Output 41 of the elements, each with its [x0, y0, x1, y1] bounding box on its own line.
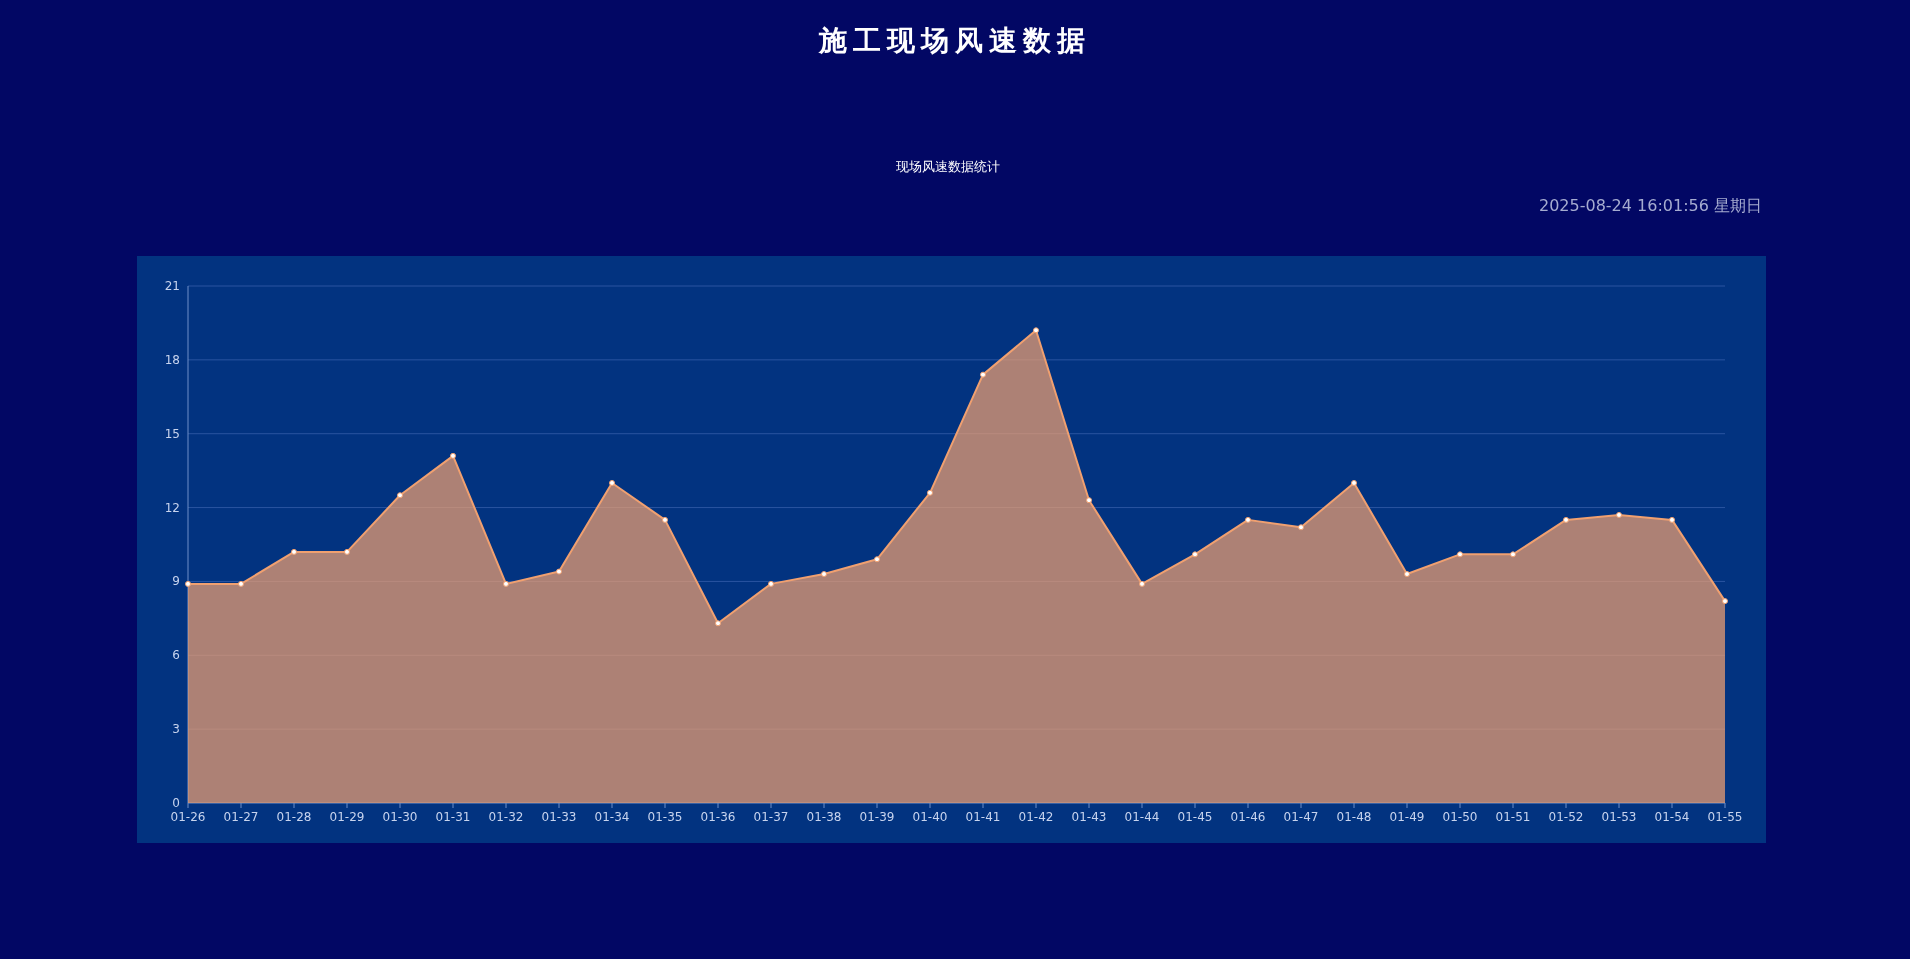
- y-tick-label: 21: [164, 279, 180, 293]
- x-tick-label: 01-46: [1230, 810, 1266, 824]
- x-tick-label: 01-28: [276, 810, 312, 824]
- y-tick-label: 3: [172, 722, 180, 737]
- text: 2025-08-24 16:01:56 星期日: [1538, 196, 1762, 217]
- y-tick-label: 6: [172, 648, 180, 663]
- chart-title: 施工现场风速数据: [817, 23, 1092, 59]
- x-tick-label: 01-27: [223, 810, 259, 824]
- x-tick-label: 01-39: [859, 810, 895, 824]
- y-tick-label: 15: [164, 426, 180, 441]
- y-tick-label: 18: [164, 352, 180, 367]
- x-tick-label: 01-38: [806, 810, 842, 824]
- x-tick-label: 01-43: [1071, 810, 1107, 824]
- x-tick-label: 01-49: [1389, 810, 1425, 824]
- x-tick-label: 01-52: [1548, 810, 1584, 824]
- x-tick-label: 01-34: [594, 810, 630, 824]
- x-tick-label: 01-35: [647, 810, 683, 824]
- x-tick-label: 01-54: [1654, 810, 1690, 824]
- x-tick-label: 01-53: [1601, 810, 1637, 824]
- x-tick-label: 01-51: [1495, 810, 1531, 824]
- y-tick-label: 9: [172, 574, 180, 589]
- x-tick-label: 01-40: [912, 810, 948, 824]
- chart-subtitle: 现场风速数据统计: [895, 158, 1001, 176]
- x-tick-label: 01-31: [435, 810, 471, 824]
- x-tick-label: 01-26: [170, 810, 206, 824]
- x-tick-label: 01-45: [1177, 810, 1213, 824]
- x-tick-label: 01-33: [541, 810, 577, 824]
- x-tick-label: 01-30: [382, 810, 418, 824]
- x-tick-label: 01-50: [1442, 810, 1478, 824]
- x-tick-label: 01-29: [329, 810, 365, 824]
- x-tick-label: 01-44: [1124, 810, 1160, 824]
- x-tick-label: 01-37: [753, 810, 789, 824]
- x-tick-label: 01-55: [1707, 810, 1743, 824]
- x-tick-label: 01-48: [1336, 810, 1372, 824]
- x-tick-label: 01-47: [1283, 810, 1319, 824]
- y-tick-label: 12: [164, 500, 180, 515]
- x-tick-label: 01-42: [1018, 810, 1054, 824]
- x-tick-label: 01-32: [488, 810, 524, 824]
- x-tick-label: 01-41: [965, 810, 1001, 824]
- x-tick-label: 01-36: [700, 810, 736, 824]
- y-tick-label: 0: [172, 796, 180, 810]
